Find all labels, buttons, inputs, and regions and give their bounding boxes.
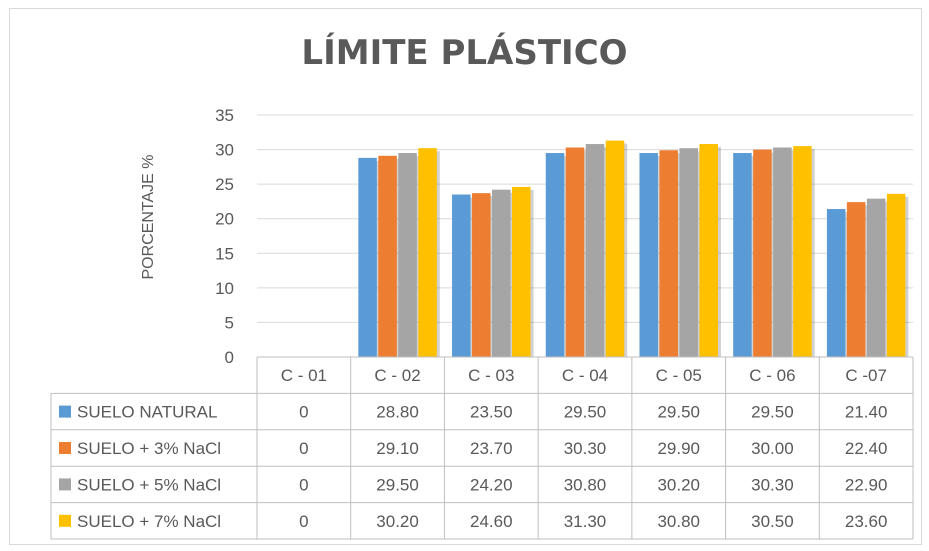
data-label: 0	[299, 403, 308, 422]
data-label: 30.20	[376, 512, 419, 531]
legend-swatch	[59, 478, 71, 491]
legend-label: SUELO NATURAL	[77, 403, 217, 422]
bar	[492, 189, 511, 357]
data-label: 30.30	[564, 439, 607, 458]
y-tick-label: 35	[215, 106, 234, 125]
data-label: 22.90	[845, 475, 888, 494]
data-label: 28.80	[376, 403, 419, 422]
data-label: 30.30	[751, 475, 794, 494]
data-label: 21.40	[845, 403, 888, 422]
data-table: C - 01 C - 02 C - 03 C - 04 C - 05 C - 06 C -0…	[50, 356, 914, 540]
bars	[358, 140, 909, 357]
x-tick-label: C - 05	[656, 366, 702, 385]
x-tick-label: C - 02	[374, 366, 420, 385]
x-tick-label: C - 06	[749, 366, 795, 385]
bar	[418, 148, 437, 357]
bar	[358, 157, 377, 357]
bar	[639, 153, 658, 357]
y-tick-label: 10	[215, 279, 234, 298]
data-label: 30.00	[751, 439, 794, 458]
bar	[378, 155, 397, 357]
data-label: 30.80	[564, 475, 607, 494]
legend-swatch	[59, 514, 71, 527]
bar	[826, 209, 846, 357]
legend-swatch	[59, 405, 71, 418]
bar	[793, 146, 812, 357]
bar	[605, 140, 625, 357]
chart-title: LÍMITE PLÁSTICO	[301, 33, 628, 73]
data-label: 29.50	[751, 403, 794, 422]
x-tick-label: C -07	[845, 366, 887, 385]
y-tick-label: 5	[225, 313, 234, 332]
data-label: 0	[299, 512, 308, 531]
bar	[733, 153, 752, 357]
legend-label: SUELO + 7% NaCl	[77, 512, 221, 531]
bar	[699, 144, 718, 357]
data-label: 23.70	[470, 439, 513, 458]
bar	[773, 147, 792, 357]
data-label: 0	[299, 439, 308, 458]
data-label: 29.50	[657, 403, 700, 422]
legend-label: SUELO + 3% NaCl	[77, 439, 221, 458]
bar	[565, 147, 585, 357]
bar	[659, 150, 678, 357]
data-label: 24.60	[470, 512, 513, 531]
bar	[545, 153, 565, 357]
y-tick-label: 15	[215, 244, 234, 263]
y-axis-label: PORCENTAJE %	[140, 154, 157, 279]
y-tick-label: 20	[215, 210, 234, 229]
data-label: 30.20	[657, 475, 700, 494]
data-label: 31.30	[564, 512, 607, 531]
data-label: 24.20	[470, 475, 513, 494]
x-tick-label: C - 01	[281, 366, 327, 385]
bar	[866, 198, 886, 357]
bar	[886, 193, 906, 357]
x-tick-label: C - 04	[562, 366, 608, 385]
bar	[512, 186, 531, 357]
data-label: 30.80	[657, 512, 700, 531]
data-label: 23.50	[470, 403, 513, 422]
bar	[398, 153, 417, 357]
data-label: 29.50	[564, 403, 607, 422]
legend-swatch	[59, 442, 71, 454]
data-label: 29.90	[657, 439, 700, 458]
bar	[472, 193, 491, 357]
legend-label: SUELO + 5% NaCl	[77, 475, 221, 494]
y-axis-ticks: 0 5 10 15 20 25 30 35	[215, 106, 234, 367]
y-tick-label: 25	[215, 175, 234, 194]
data-label: 29.50	[376, 475, 419, 494]
bar	[679, 148, 698, 357]
data-label: 22.40	[845, 439, 888, 458]
y-tick-label: 30	[215, 141, 234, 160]
bar	[846, 202, 866, 357]
data-label: 0	[299, 475, 308, 494]
data-label: 23.60	[845, 512, 888, 531]
bar	[753, 149, 772, 357]
data-label: 30.50	[751, 512, 794, 531]
bar	[585, 144, 605, 357]
y-tick-label: 0	[225, 348, 234, 367]
data-label: 29.10	[376, 439, 419, 458]
bar	[452, 194, 471, 357]
x-tick-label: C - 03	[468, 366, 514, 385]
